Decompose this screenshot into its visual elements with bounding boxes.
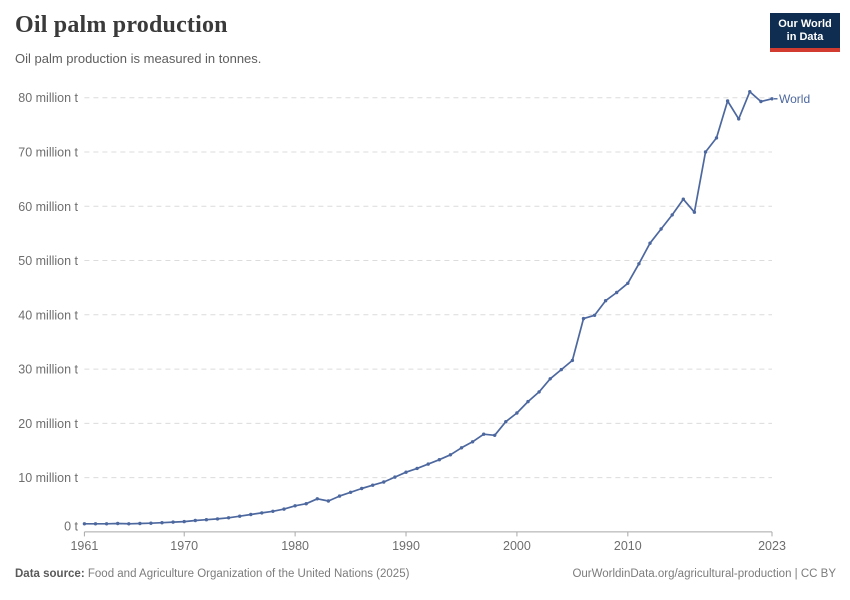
data-point[interactable] [482, 432, 486, 436]
data-point[interactable] [104, 522, 109, 526]
data-point[interactable] [415, 466, 419, 471]
data-point[interactable] [692, 210, 697, 214]
y-tick-label: 60 million t [18, 200, 78, 214]
data-point[interactable] [515, 411, 519, 415]
data-point[interactable] [537, 390, 541, 394]
data-point[interactable] [238, 514, 242, 518]
data-point[interactable] [737, 117, 741, 121]
owid-logo-line2: in Data [786, 31, 824, 43]
y-tick-label: 50 million t [18, 254, 78, 268]
data-point[interactable] [315, 497, 319, 501]
data-point[interactable] [570, 358, 575, 363]
data-point[interactable] [615, 290, 619, 295]
data-point[interactable] [193, 518, 197, 523]
data-point[interactable] [559, 367, 563, 372]
x-tick-label: 2000 [503, 539, 531, 553]
data-point[interactable] [326, 499, 331, 503]
data-point[interactable] [526, 399, 530, 404]
y-tick-label: 70 million t [18, 145, 78, 159]
x-tick-label: 2023 [758, 539, 786, 553]
data-point[interactable] [493, 433, 497, 437]
y-tick-label: 10 million t [18, 471, 78, 485]
data-source-label: Data source: [15, 568, 85, 580]
page-title: Oil palm production [15, 12, 228, 38]
data-point[interactable] [504, 420, 508, 424]
data-point[interactable] [770, 97, 774, 101]
y-tick-label: 30 million t [18, 363, 78, 377]
x-tick-label: 1990 [392, 539, 420, 553]
y-tick-label: 0 t [64, 519, 78, 533]
data-point[interactable] [282, 507, 286, 511]
data-point[interactable] [548, 377, 552, 381]
owid-logo-line1: Our World [778, 18, 832, 30]
data-point[interactable] [160, 521, 164, 525]
x-tick-label: 1970 [170, 539, 198, 553]
data-point[interactable] [670, 213, 674, 217]
data-point[interactable] [215, 517, 220, 521]
data-point[interactable] [116, 521, 120, 526]
x-tick-label: 1980 [281, 539, 309, 553]
data-point[interactable] [304, 502, 308, 506]
data-point[interactable] [759, 99, 763, 104]
data-point[interactable] [271, 509, 275, 513]
data-point[interactable] [581, 316, 586, 321]
footer-link[interactable]: OurWorldinData.org/agricultural-producti… [572, 568, 836, 580]
data-point[interactable] [404, 470, 408, 474]
chart-subtitle: Oil palm production is measured in tonne… [15, 51, 262, 66]
data-point[interactable] [437, 458, 441, 462]
world-series-line[interactable] [83, 90, 773, 525]
data-point[interactable] [470, 440, 475, 444]
data-point[interactable] [603, 299, 608, 303]
data-point[interactable] [448, 453, 453, 457]
data-point[interactable] [626, 281, 630, 285]
data-point[interactable] [681, 197, 685, 201]
y-tick-label: 40 million t [18, 308, 78, 322]
data-point[interactable] [348, 490, 353, 494]
owid-logo[interactable]: Our World in Data [770, 13, 840, 52]
data-point[interactable] [249, 512, 253, 517]
data-point[interactable] [260, 511, 264, 515]
data-point[interactable] [182, 519, 186, 524]
data-point[interactable] [393, 475, 397, 479]
data-point[interactable] [703, 150, 708, 154]
data-point[interactable] [82, 522, 87, 526]
data-source-text: Food and Agriculture Organization of the… [87, 568, 410, 580]
data-point[interactable] [725, 99, 730, 103]
data-point[interactable] [138, 521, 142, 526]
data-source: Data source: Food and Agriculture Organi… [15, 568, 409, 580]
series-label-world: World [779, 92, 810, 106]
data-point[interactable] [204, 518, 209, 522]
y-tick-label: 80 million t [18, 91, 78, 105]
data-point[interactable] [171, 520, 175, 524]
x-tick-label: 2010 [614, 539, 642, 553]
data-point[interactable] [93, 522, 98, 526]
data-point[interactable] [127, 522, 131, 526]
data-point[interactable] [371, 483, 375, 487]
data-point[interactable] [360, 486, 364, 491]
data-point[interactable] [459, 446, 464, 450]
data-point[interactable] [659, 227, 663, 231]
data-point[interactable] [382, 480, 386, 484]
data-point[interactable] [293, 504, 297, 508]
data-point[interactable] [648, 241, 652, 245]
data-point[interactable] [337, 494, 342, 498]
data-point[interactable] [714, 136, 719, 140]
data-point[interactable] [637, 262, 641, 266]
chart-footer: Data source: Food and Agriculture Organi… [15, 568, 836, 580]
data-point[interactable] [426, 462, 430, 466]
data-point[interactable] [226, 516, 231, 520]
data-point[interactable] [592, 313, 597, 317]
data-point[interactable] [748, 90, 752, 94]
data-point[interactable] [149, 521, 153, 525]
y-tick-label: 20 million t [18, 417, 78, 431]
x-tick-label: 1961 [70, 539, 98, 553]
